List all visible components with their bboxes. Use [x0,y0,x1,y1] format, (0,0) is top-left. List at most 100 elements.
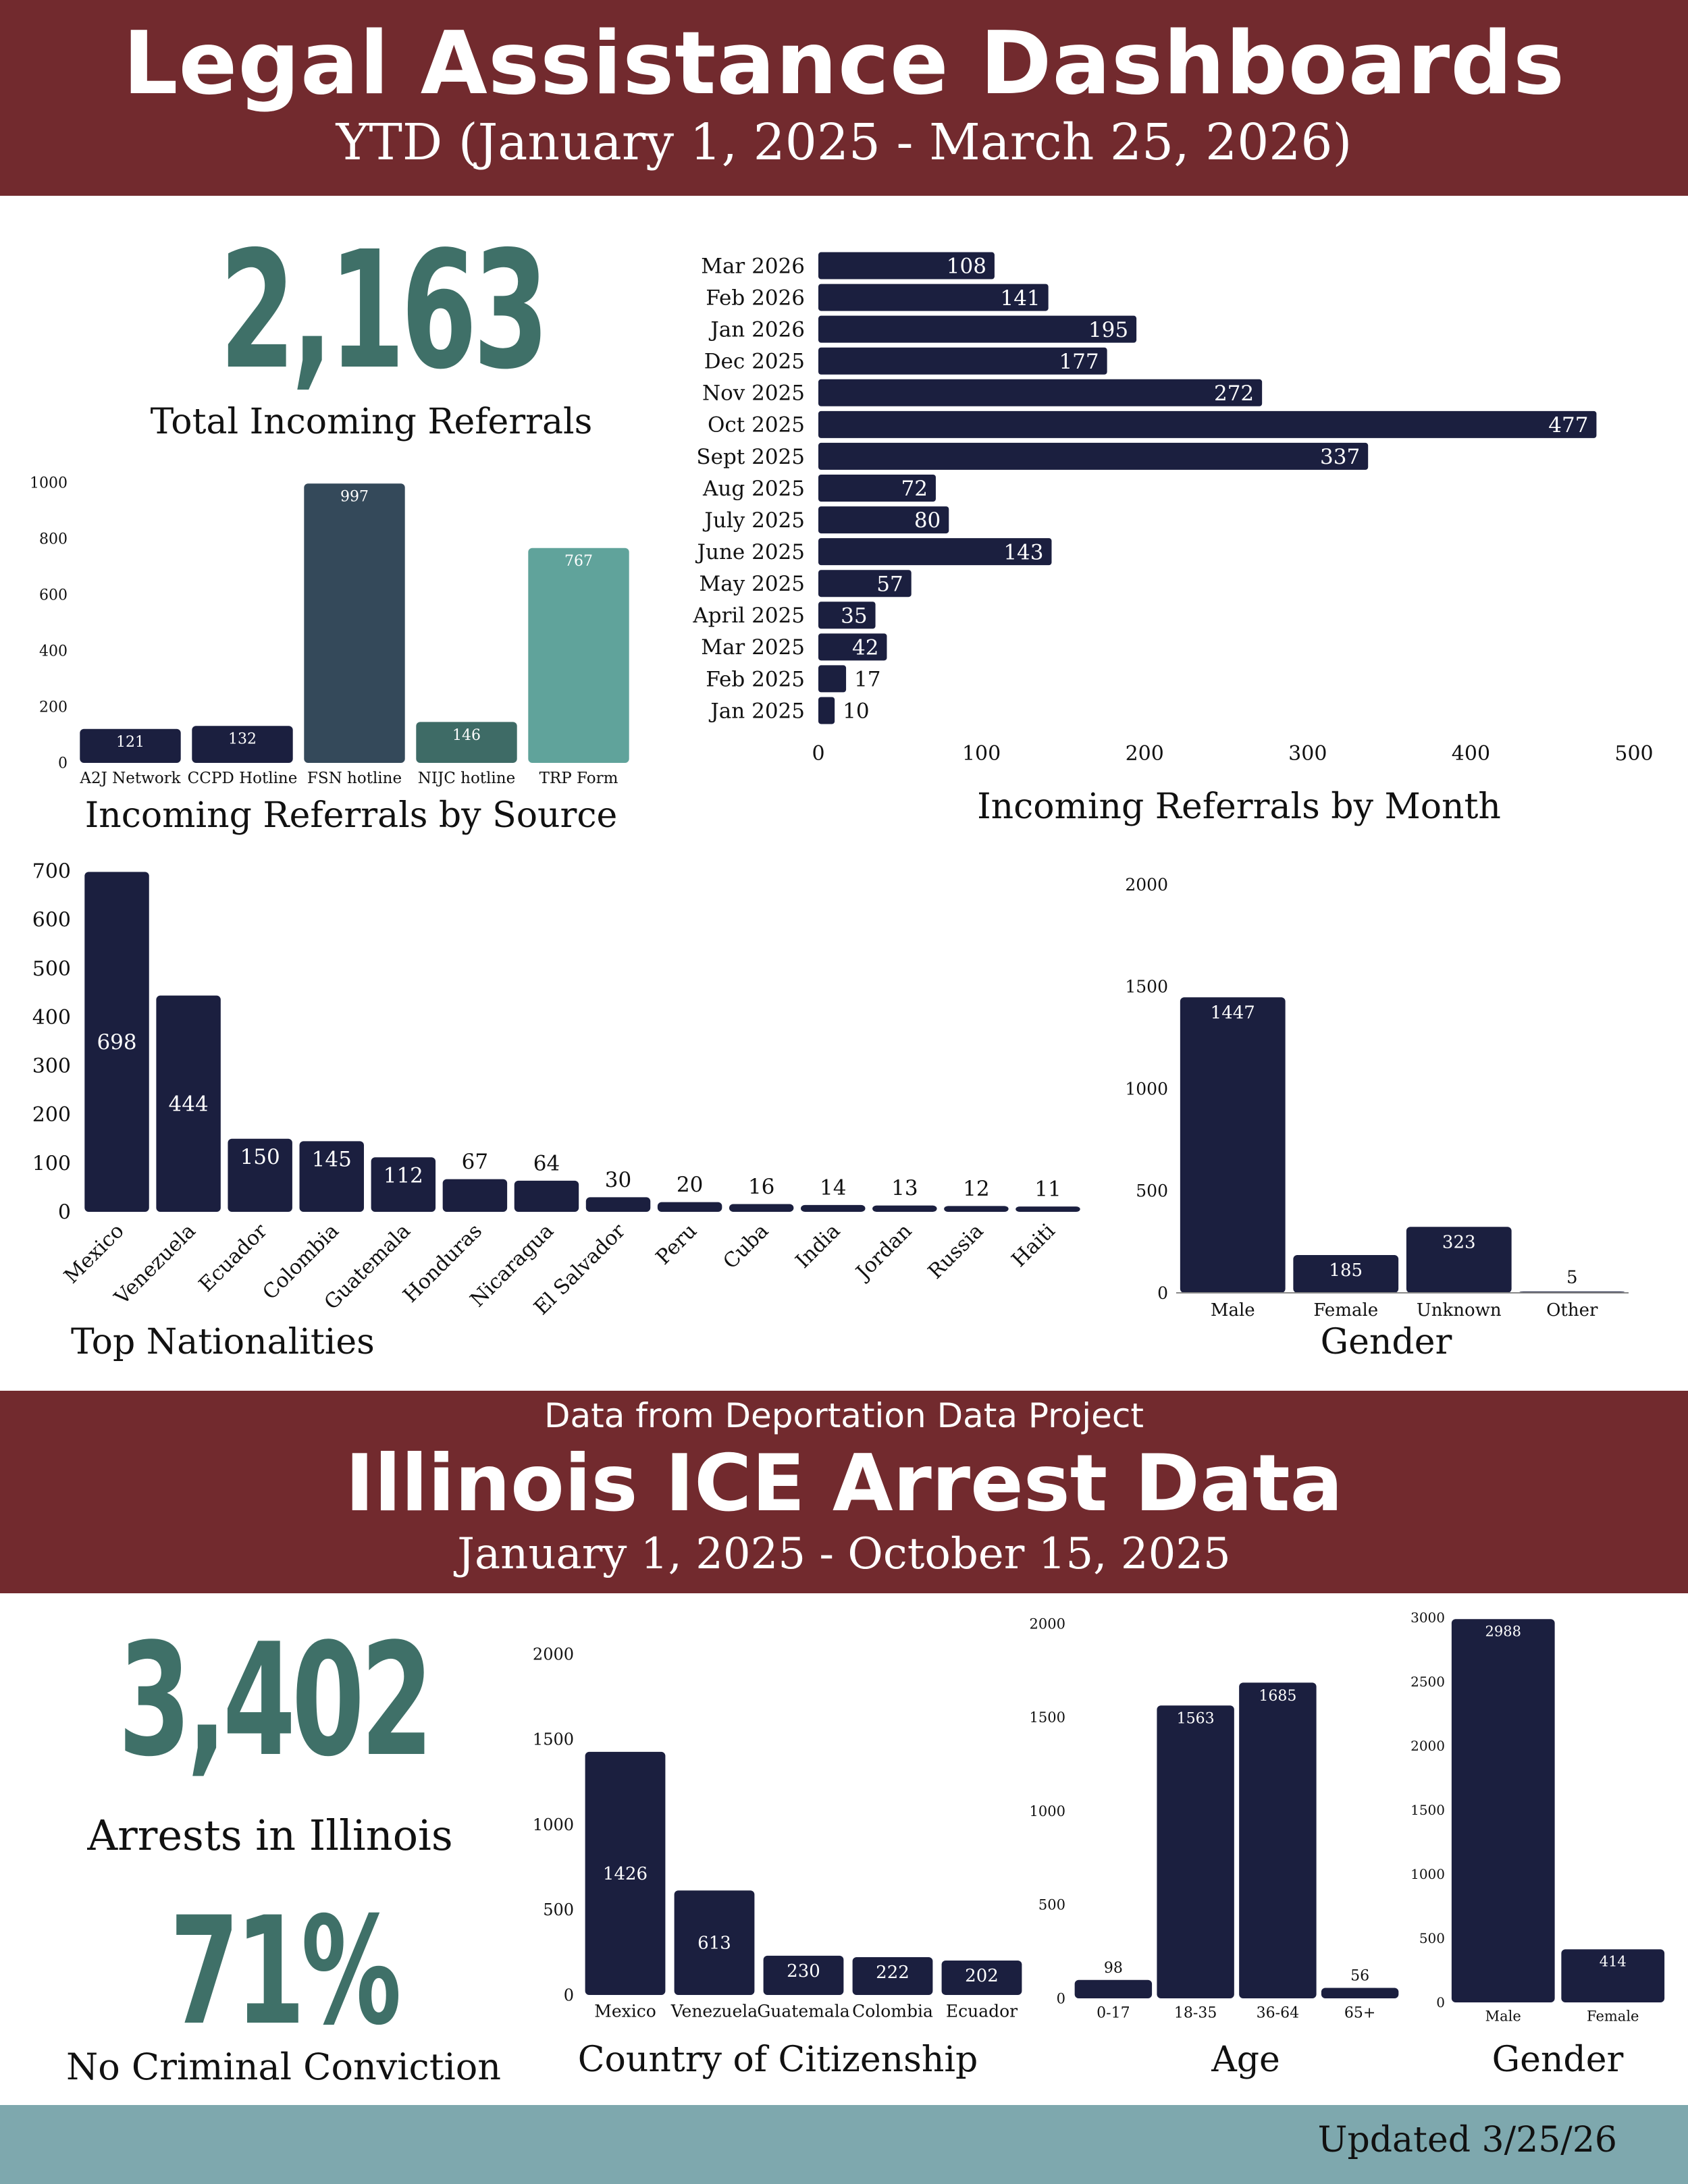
y-tick-label: 500 [1136,1181,1168,1201]
category-label: Guatemala [757,2002,849,2021]
bar-18-35 [1157,1705,1234,1998]
bar-female [1561,1949,1665,2002]
bar-a2j-network [80,728,181,763]
dashboard-subtitle: YTD (January 1, 2025 - March 25, 2026) [336,113,1352,171]
bar-value-label: 195 [1088,318,1128,342]
bar-value-label: 185 [1329,1260,1363,1281]
ice-title: Illinois ICE Arrest Data [345,1438,1343,1529]
category-label: April 2025 [692,604,805,628]
bar-value-label: 67 [462,1150,488,1174]
bar-venezuela [156,995,221,1212]
bar-value-label: 1563 [1177,1711,1215,1728]
bar-value-label: 323 [1442,1232,1476,1252]
category-label: Male [1211,1300,1255,1321]
bar-value-label: 98 [1104,1960,1123,1977]
bar-value-label: 132 [228,731,257,748]
bar-female [1293,1255,1399,1293]
bar-colombia [299,1141,364,1212]
category-label: Male [1485,2008,1521,2024]
bar-value-label: 613 [697,1934,731,1954]
bar-value-label: 444 [169,1092,209,1117]
y-tick-label: 100 [32,1152,71,1175]
bar-nov-2025 [818,379,1263,406]
category-label: Mexico [594,2002,656,2021]
bar-colombia [852,1956,933,1995]
y-tick-label: 1000 [1410,1866,1445,1882]
bar-value-label: 64 [533,1151,560,1175]
category-label: Oct 2025 [708,413,805,437]
bar-unknown [1406,1227,1512,1293]
category-label: Colombia [852,2002,933,2021]
chart-title: Incoming Referrals by Source [85,795,618,836]
bar-jan-2026 [818,315,1137,343]
bar-male [1180,997,1286,1293]
y-tick-label: 3000 [1410,1609,1445,1626]
bar-haiti [1016,1206,1080,1212]
y-tick-label: 0 [58,755,68,772]
bar-0-17 [1074,1979,1153,1998]
bar-value-label: 767 [564,553,593,570]
bar-value-label: 80 [914,508,941,533]
updated-date: Updated 3/25/26 [1317,2120,1617,2160]
category-label: 65+ [1344,2005,1375,2022]
bar-mexico [84,872,149,1212]
chart-title: Country of Citizenship [578,2040,978,2080]
bar-male [1451,1619,1555,2002]
y-tick-label: 2000 [1030,1616,1065,1632]
bar-may-2025 [818,570,912,597]
category-label: 18-35 [1174,2005,1217,2022]
bar-value-label: 997 [340,489,369,506]
bar-value-label: 177 [1059,350,1099,374]
y-tick-label: 1000 [1030,1803,1065,1819]
bar-value-label: 14 [820,1175,846,1200]
ice-data-source: Data from Deportation Data Project [544,1396,1144,1435]
category-label: Mar 2026 [701,254,805,278]
bar-mexico [585,1751,666,1995]
bar-value-label: 16 [748,1175,774,1199]
bar-value-label: 272 [1214,381,1254,406]
ice-section-band [0,1391,1688,1593]
bar-value-label: 150 [240,1145,280,1169]
category-label: Dec 2025 [704,350,805,374]
bar-russia [944,1206,1009,1212]
bar-value-label: 202 [965,1966,999,1986]
no-conviction-label: No Criminal Conviction [65,2046,502,2088]
bar-value-label: 10 [843,699,869,724]
bar-value-label: 698 [97,1030,136,1055]
category-label: Nov 2025 [702,381,805,406]
category-label: A2J Network [79,770,181,787]
y-tick-label: 1500 [1410,1802,1445,1818]
bar-jan-2025 [818,697,835,724]
category-label: Ecuador [946,2002,1018,2021]
bar-aug-2025 [818,474,936,502]
bar-value-label: 108 [947,255,986,279]
category-label: 36-64 [1257,2005,1299,2022]
category-label: May 2025 [700,572,805,596]
category-label: Jan 2025 [708,699,805,723]
bar-trp-form [528,548,629,763]
bar-feb-2025 [818,665,847,693]
bar-ecuador [228,1138,292,1212]
bar-dec-2025 [818,347,1107,375]
bar-el-salvador [585,1197,651,1212]
y-tick-label: 0 [564,1986,574,2004]
bar-value-label: 57 [876,572,903,596]
bar-value-label: 112 [384,1163,423,1188]
y-tick-label: 500 [1038,1897,1065,1913]
y-tick-label: 0 [1436,1994,1445,2010]
y-tick-label: 1500 [533,1730,574,1749]
no-conviction-pct: 71% [169,1885,401,2058]
category-label: FSN hotline [307,770,402,787]
bar-value-label: 121 [116,734,144,751]
category-label: CCPD Hotline [188,770,298,787]
bar-fsn-hotline [304,483,405,763]
bar-value-label: 11 [1034,1177,1061,1202]
y-tick-label: 500 [1419,1930,1445,1946]
bar-value-label: 1685 [1259,1688,1296,1705]
bar-65+ [1321,1988,1399,1998]
y-tick-label: 600 [39,587,68,604]
